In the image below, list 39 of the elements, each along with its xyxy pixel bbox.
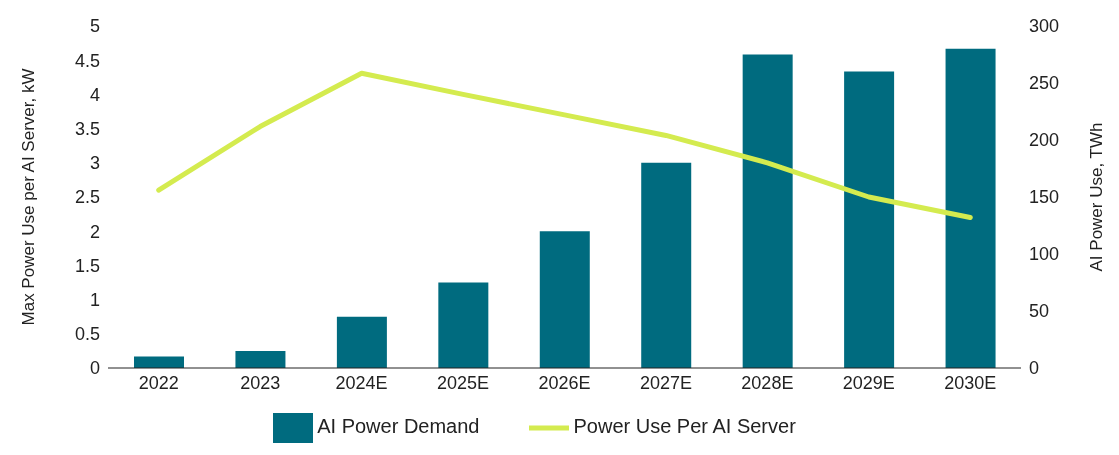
- y-tick-label: 1: [89, 289, 100, 310]
- y-tick-label: 3: [89, 153, 100, 174]
- y-tick-label: 1.5: [74, 255, 100, 276]
- y-tick-label: 2: [89, 221, 100, 242]
- y2-axis-title: AI Power Use, TWh: [1087, 122, 1107, 272]
- bar: [235, 350, 286, 368]
- x-tick-label: 2028E: [741, 372, 794, 393]
- y-tick-label: 0.5: [74, 324, 100, 345]
- legend-label: Power Use Per AI Server: [573, 415, 796, 438]
- bar: [438, 282, 489, 368]
- x-tick-label: 2022: [138, 372, 179, 393]
- legend-label: AI Power Demand: [317, 415, 480, 438]
- x-tick-label: 2023: [240, 372, 281, 393]
- x-tick-label: 2025E: [437, 372, 490, 393]
- y2-tick-label: 150: [1029, 187, 1060, 208]
- y-tick-label: 3.5: [74, 118, 100, 139]
- bar: [945, 48, 996, 368]
- bar: [641, 162, 692, 368]
- x-tick-label: 2029E: [842, 372, 895, 393]
- bar: [844, 71, 895, 368]
- x-tick-label: 2024E: [335, 372, 388, 393]
- y-axis-title: Max Power Use per AI Server, kW: [19, 68, 39, 326]
- y2-tick-label: 100: [1029, 244, 1060, 265]
- y-tick-label: 4.5: [74, 50, 100, 71]
- y2-tick-label: 0: [1029, 358, 1040, 379]
- x-tick-label: 2026E: [538, 372, 591, 393]
- y2-tick-label: 250: [1029, 73, 1060, 94]
- y-tick-label: 4: [89, 84, 100, 105]
- bar: [539, 231, 590, 368]
- y2-tick-label: 200: [1029, 130, 1060, 151]
- y-tick-label: 2.5: [74, 187, 100, 208]
- bar: [742, 54, 793, 368]
- x-tick-label: 2027E: [639, 372, 692, 393]
- y2-tick-label: 300: [1029, 16, 1060, 37]
- y2-tick-label: 50: [1029, 301, 1050, 322]
- y-tick-label: 5: [89, 16, 100, 37]
- y-tick-label: 0: [89, 358, 100, 379]
- bar: [336, 316, 387, 368]
- x-tick-label: 2030E: [944, 372, 997, 393]
